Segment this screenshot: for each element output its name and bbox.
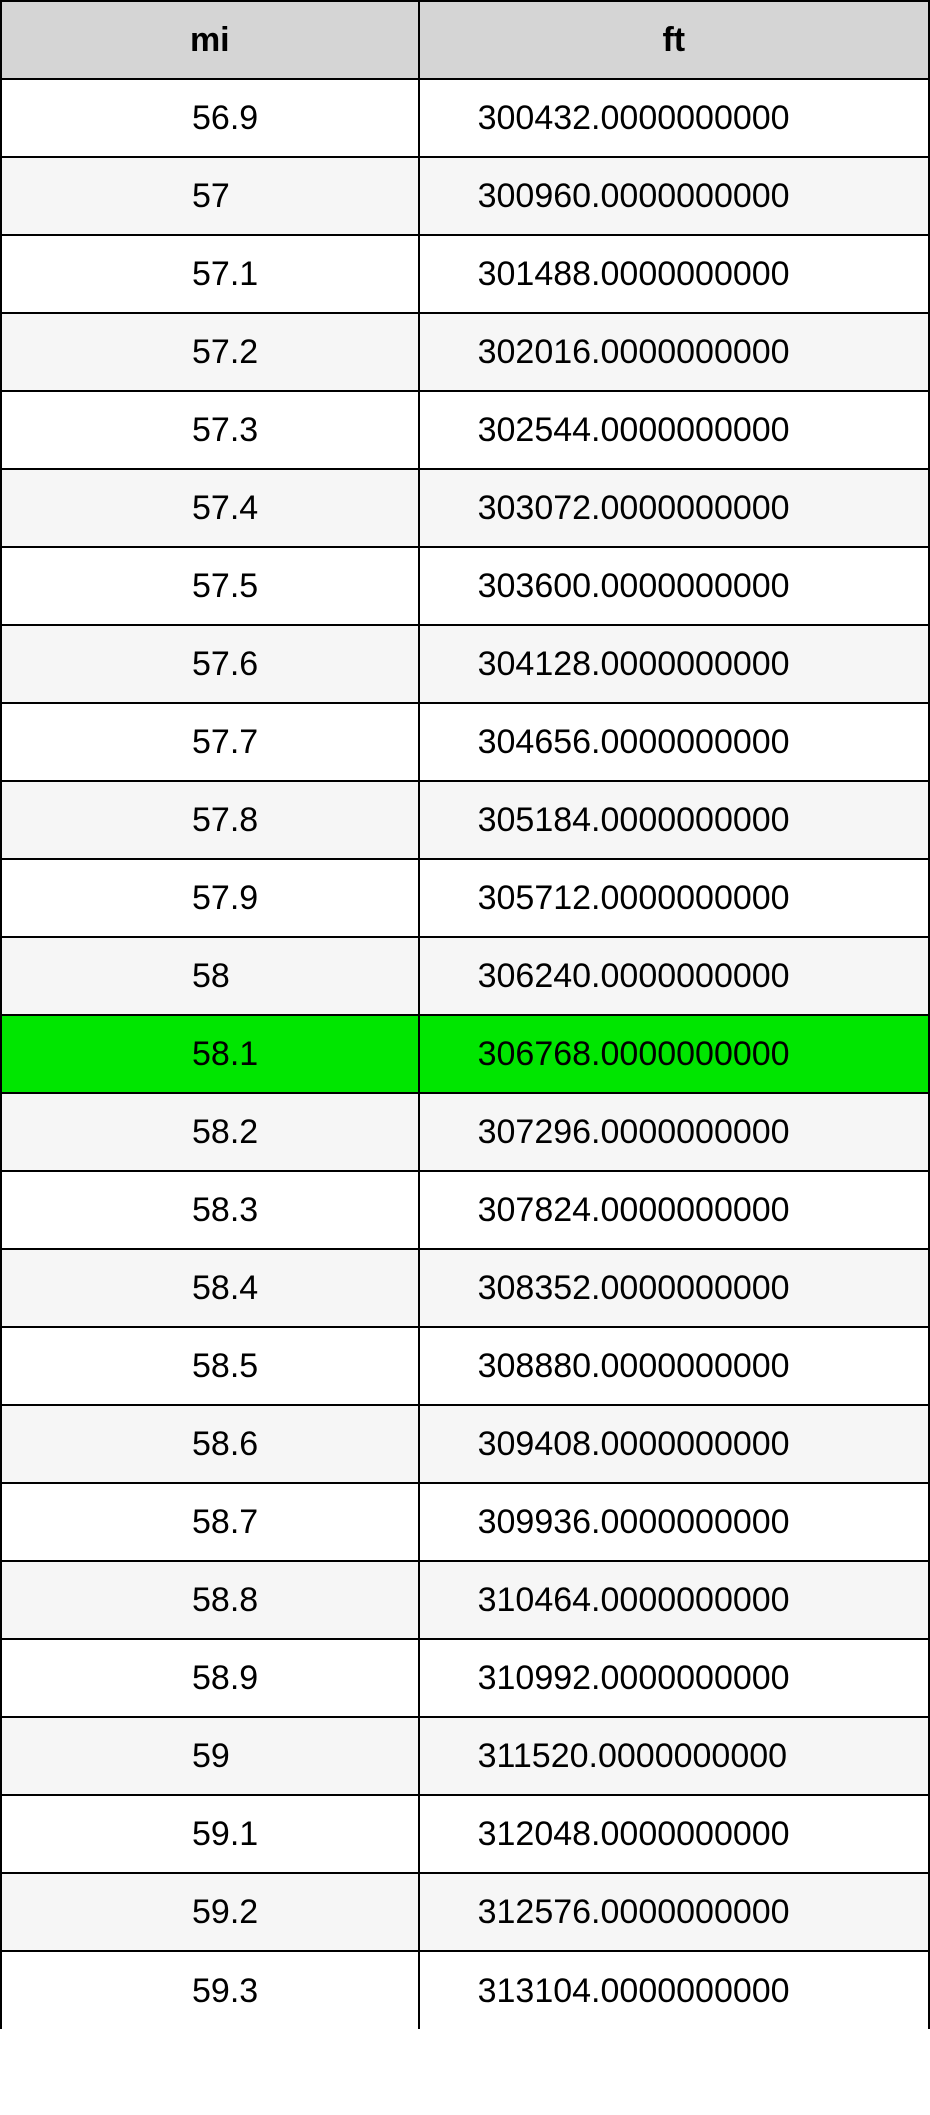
table-row: 58.2307296.0000000000 [1, 1093, 929, 1171]
cell-ft: 302016.0000000000 [419, 313, 929, 391]
table-row: 58306240.0000000000 [1, 937, 929, 1015]
table-row: 57.6304128.0000000000 [1, 625, 929, 703]
cell-ft: 304128.0000000000 [419, 625, 929, 703]
cell-mi: 58.2 [1, 1093, 419, 1171]
table-row: 58.9310992.0000000000 [1, 1639, 929, 1717]
table-row: 59.1312048.0000000000 [1, 1795, 929, 1873]
table-row: 58.1306768.0000000000 [1, 1015, 929, 1093]
cell-mi: 58 [1, 937, 419, 1015]
conversion-table: mi ft 56.9300432.000000000057300960.0000… [0, 0, 930, 2029]
cell-ft: 306240.0000000000 [419, 937, 929, 1015]
cell-mi: 57.5 [1, 547, 419, 625]
cell-mi: 57.4 [1, 469, 419, 547]
cell-mi: 58.1 [1, 1015, 419, 1093]
column-header-mi: mi [1, 1, 419, 79]
table-row: 57.5303600.0000000000 [1, 547, 929, 625]
cell-ft: 302544.0000000000 [419, 391, 929, 469]
cell-mi: 57.7 [1, 703, 419, 781]
cell-ft: 309936.0000000000 [419, 1483, 929, 1561]
table-row: 56.9300432.0000000000 [1, 79, 929, 157]
cell-mi: 57.2 [1, 313, 419, 391]
table-row: 58.8310464.0000000000 [1, 1561, 929, 1639]
table-header-row: mi ft [1, 1, 929, 79]
cell-mi: 58.8 [1, 1561, 419, 1639]
cell-mi: 59 [1, 1717, 419, 1795]
table-row: 58.3307824.0000000000 [1, 1171, 929, 1249]
cell-ft: 313104.0000000000 [419, 1951, 929, 2029]
cell-mi: 58.6 [1, 1405, 419, 1483]
cell-ft: 308880.0000000000 [419, 1327, 929, 1405]
table-row: 57.2302016.0000000000 [1, 313, 929, 391]
cell-mi: 57.8 [1, 781, 419, 859]
table-row: 58.4308352.0000000000 [1, 1249, 929, 1327]
cell-ft: 303072.0000000000 [419, 469, 929, 547]
cell-ft: 304656.0000000000 [419, 703, 929, 781]
cell-ft: 300960.0000000000 [419, 157, 929, 235]
cell-ft: 305184.0000000000 [419, 781, 929, 859]
table-row: 59.2312576.0000000000 [1, 1873, 929, 1951]
table-row: 57.8305184.0000000000 [1, 781, 929, 859]
cell-ft: 301488.0000000000 [419, 235, 929, 313]
cell-mi: 57.3 [1, 391, 419, 469]
cell-ft: 310464.0000000000 [419, 1561, 929, 1639]
table-row: 57.7304656.0000000000 [1, 703, 929, 781]
cell-ft: 307824.0000000000 [419, 1171, 929, 1249]
cell-ft: 310992.0000000000 [419, 1639, 929, 1717]
table-row: 57300960.0000000000 [1, 157, 929, 235]
table-row: 59311520.0000000000 [1, 1717, 929, 1795]
table-row: 58.7309936.0000000000 [1, 1483, 929, 1561]
column-header-ft: ft [419, 1, 929, 79]
cell-mi: 57.6 [1, 625, 419, 703]
cell-ft: 308352.0000000000 [419, 1249, 929, 1327]
cell-ft: 300432.0000000000 [419, 79, 929, 157]
cell-mi: 56.9 [1, 79, 419, 157]
table-row: 57.4303072.0000000000 [1, 469, 929, 547]
cell-ft: 311520.0000000000 [419, 1717, 929, 1795]
cell-mi: 57.1 [1, 235, 419, 313]
cell-mi: 57.9 [1, 859, 419, 937]
cell-mi: 57 [1, 157, 419, 235]
cell-mi: 59.2 [1, 1873, 419, 1951]
cell-mi: 58.9 [1, 1639, 419, 1717]
cell-ft: 306768.0000000000 [419, 1015, 929, 1093]
table-row: 57.3302544.0000000000 [1, 391, 929, 469]
cell-mi: 58.4 [1, 1249, 419, 1327]
table-row: 58.5308880.0000000000 [1, 1327, 929, 1405]
cell-mi: 58.3 [1, 1171, 419, 1249]
cell-ft: 312576.0000000000 [419, 1873, 929, 1951]
cell-ft: 307296.0000000000 [419, 1093, 929, 1171]
cell-mi: 58.5 [1, 1327, 419, 1405]
cell-ft: 309408.0000000000 [419, 1405, 929, 1483]
cell-mi: 59.1 [1, 1795, 419, 1873]
cell-ft: 305712.0000000000 [419, 859, 929, 937]
cell-mi: 59.3 [1, 1951, 419, 2029]
cell-ft: 312048.0000000000 [419, 1795, 929, 1873]
table-row: 57.9305712.0000000000 [1, 859, 929, 937]
table-row: 58.6309408.0000000000 [1, 1405, 929, 1483]
cell-ft: 303600.0000000000 [419, 547, 929, 625]
cell-mi: 58.7 [1, 1483, 419, 1561]
table-row: 57.1301488.0000000000 [1, 235, 929, 313]
table-row: 59.3313104.0000000000 [1, 1951, 929, 2029]
